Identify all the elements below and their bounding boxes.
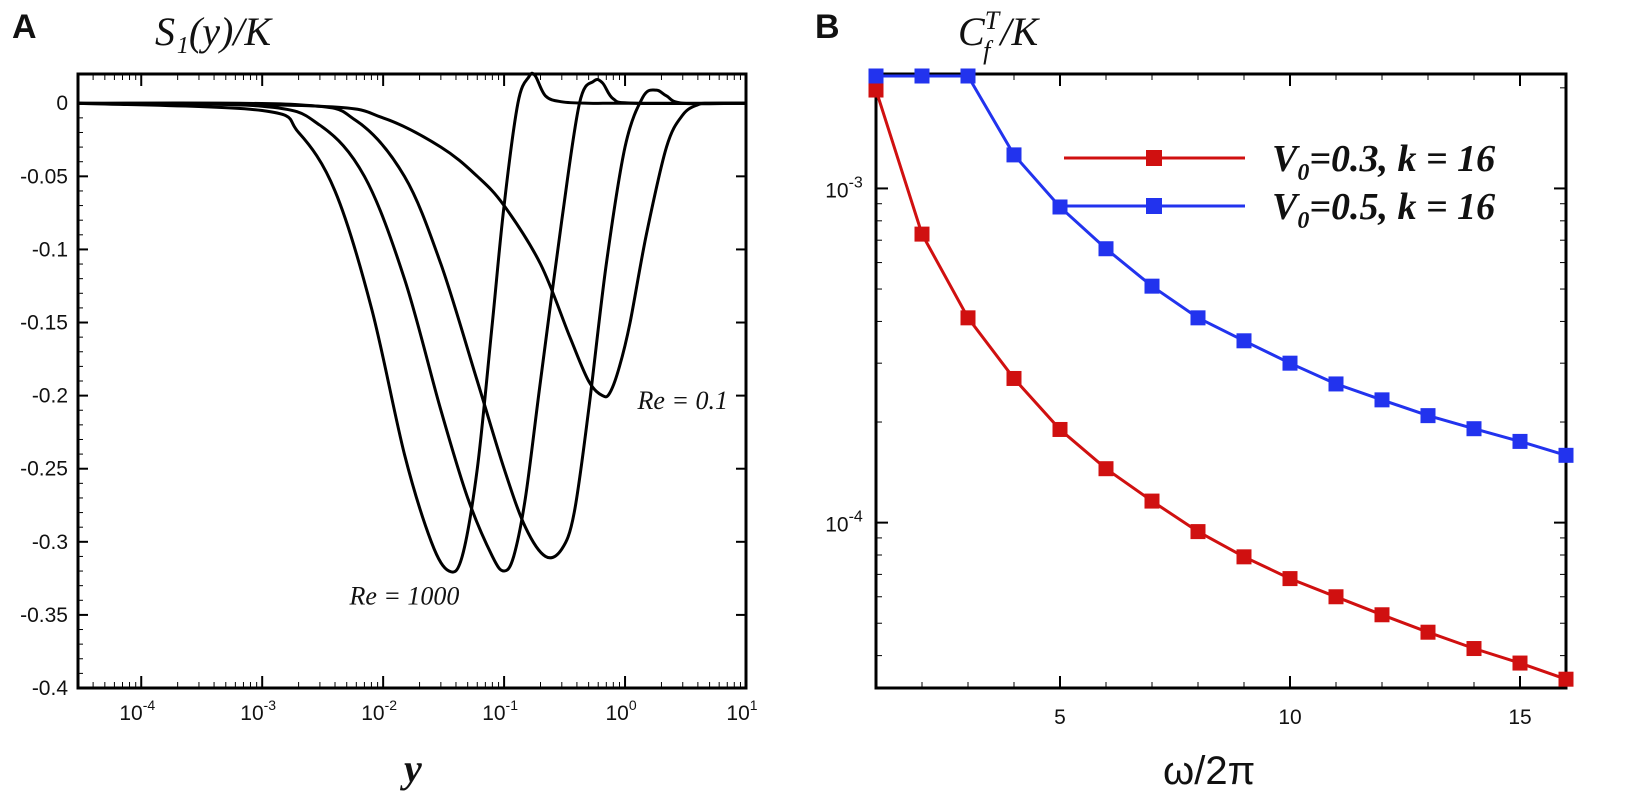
y-tick-label: -0.25 <box>20 458 68 481</box>
series-line <box>77 78 747 573</box>
series-marker <box>1374 392 1390 408</box>
x-tick-label: 10 <box>1278 706 1301 729</box>
series-marker <box>1420 624 1436 640</box>
x-tick-label: 101 <box>726 697 757 725</box>
panel-a-title: S₁(y)/K <box>155 9 273 54</box>
y-tick-label: -0.3 <box>32 531 68 554</box>
series-marker <box>960 310 976 326</box>
series-marker <box>1098 461 1114 477</box>
y-tick-label: 10-4 <box>825 509 863 537</box>
series-marker <box>914 68 930 84</box>
panel-b-title: CT f/K <box>958 6 1041 65</box>
panel-b-lines <box>868 68 1574 687</box>
series-marker <box>1328 376 1344 392</box>
y-tick-label: -0.2 <box>32 385 68 408</box>
series-line <box>876 74 1567 457</box>
series-marker <box>1420 408 1436 424</box>
panel-a-ticks: 0 -0.05 -0.1 -0.15 -0.2 -0.25 -0.3 -0.35 -0.4 10-… <box>20 74 758 725</box>
series-marker <box>1144 278 1160 294</box>
y-tick-label: -0.15 <box>20 312 68 335</box>
series-marker <box>1466 421 1482 437</box>
panel-b-plot-frame <box>874 72 1568 690</box>
panel-b-ticks: 5 10 15 10-3 10-4 <box>825 74 1567 729</box>
series-marker <box>1374 607 1390 623</box>
series-marker <box>1190 310 1206 326</box>
series-marker <box>1466 641 1482 657</box>
panel-a-lines <box>77 71 747 574</box>
y-tick-label: 0 <box>56 92 68 115</box>
series-marker <box>868 68 884 84</box>
series-line <box>77 71 746 574</box>
series-marker <box>1236 333 1252 349</box>
series-marker <box>1558 671 1574 687</box>
series-line <box>77 88 747 560</box>
panel-b-xlabel: ω/2π <box>1163 749 1255 793</box>
x-tick-label: 100 <box>605 697 636 725</box>
series-marker <box>1558 447 1574 463</box>
series-marker <box>1328 589 1344 605</box>
series-marker <box>868 82 884 98</box>
series-marker <box>1006 147 1022 163</box>
x-tick-label: 10-3 <box>240 697 276 725</box>
curve-annotation: Re = 0.1 <box>637 386 728 415</box>
legend-marker <box>1146 198 1162 214</box>
y-tick-label: -0.35 <box>20 604 68 627</box>
y-tick-label: -0.05 <box>20 165 68 188</box>
panel-a-letter: A <box>12 8 37 46</box>
series-marker <box>1144 493 1160 509</box>
panel-a-xlabel: y <box>400 746 422 791</box>
y-tick-label: -0.1 <box>32 238 68 261</box>
y-tick-label: -0.4 <box>32 677 69 700</box>
series-line <box>77 101 747 399</box>
panel-b-letter: B <box>815 8 840 46</box>
series-marker <box>960 68 976 84</box>
series-marker <box>1512 433 1528 449</box>
series-marker <box>1006 370 1022 386</box>
legend-label: V0=0.5, k = 16 <box>1272 186 1495 234</box>
series-marker <box>914 226 930 242</box>
series-marker <box>1052 421 1068 437</box>
x-tick-label: 10-2 <box>361 697 397 725</box>
series-line <box>874 89 1567 681</box>
series-marker <box>1282 355 1298 371</box>
series-marker <box>1236 549 1252 565</box>
series-marker <box>1190 524 1206 540</box>
x-tick-label: 15 <box>1508 706 1531 729</box>
panel-b: B CT f/K 5 10 15 10-3 10-4 V0=0.3, k = 16V0=0… <box>815 6 1574 793</box>
x-tick-label: 10-4 <box>119 697 155 725</box>
x-tick-label: 5 <box>1054 706 1066 729</box>
y-tick-label: 10-3 <box>825 174 863 202</box>
series-marker <box>1512 655 1528 671</box>
legend-marker <box>1146 150 1162 166</box>
panel-a-annotations: Re = 0.1 Re = 1000 <box>348 386 728 611</box>
x-tick-label: 10-1 <box>482 697 518 725</box>
panel-a: A S₁(y)/K 0 -0.05 -0.1 -0.15 -0.2 -0.25 -0.3 -0… <box>12 8 758 791</box>
curve-annotation: Re = 1000 <box>348 582 459 611</box>
series-marker <box>1098 241 1114 257</box>
series-marker <box>1282 571 1298 587</box>
legend-label: V0=0.3, k = 16 <box>1272 138 1495 186</box>
